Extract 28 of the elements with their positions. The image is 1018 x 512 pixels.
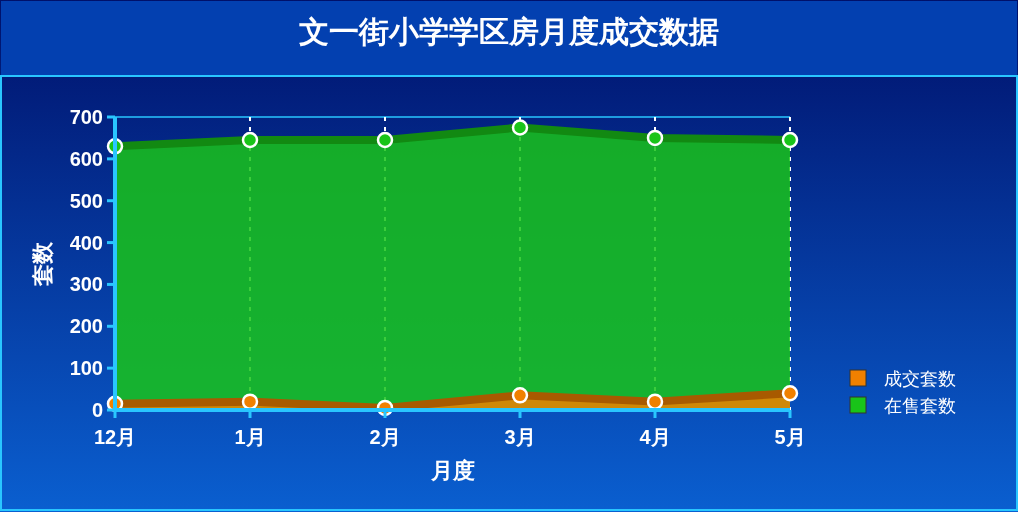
x-tick-label: 5月 xyxy=(774,426,806,448)
point xyxy=(646,129,664,147)
y-tick-label: 400 xyxy=(69,231,103,254)
point xyxy=(646,393,664,410)
point xyxy=(241,131,259,149)
x-tick-label: 1月 xyxy=(234,426,266,448)
y-tick-label: 200 xyxy=(69,315,103,338)
point xyxy=(511,387,529,404)
y-tick-label: 600 xyxy=(69,147,103,170)
point xyxy=(241,393,259,410)
legend-label: 成交套数 xyxy=(884,369,956,389)
point xyxy=(781,385,799,402)
y-tick-label: 100 xyxy=(69,357,103,380)
x-tick-label: 12月 xyxy=(93,426,137,448)
x-tick-label: 3月 xyxy=(504,426,536,448)
x-tick-label: 4月 xyxy=(639,426,671,448)
x-axis-title: 月度 xyxy=(429,458,475,483)
y-tick-label: 0 xyxy=(91,399,103,421)
chart-title: 文一街小学学区房月度成交数据 xyxy=(299,15,719,48)
point xyxy=(781,131,799,149)
x-tick-label: 2月 xyxy=(369,426,401,448)
point xyxy=(376,131,394,149)
y-tick-label: 700 xyxy=(69,106,103,128)
point xyxy=(511,119,529,136)
y-axis-title: 套数 xyxy=(30,240,55,287)
y-tick-label: 500 xyxy=(69,189,103,212)
legend-label: 在售套数 xyxy=(884,396,956,416)
y-tick-label: 300 xyxy=(69,273,103,296)
